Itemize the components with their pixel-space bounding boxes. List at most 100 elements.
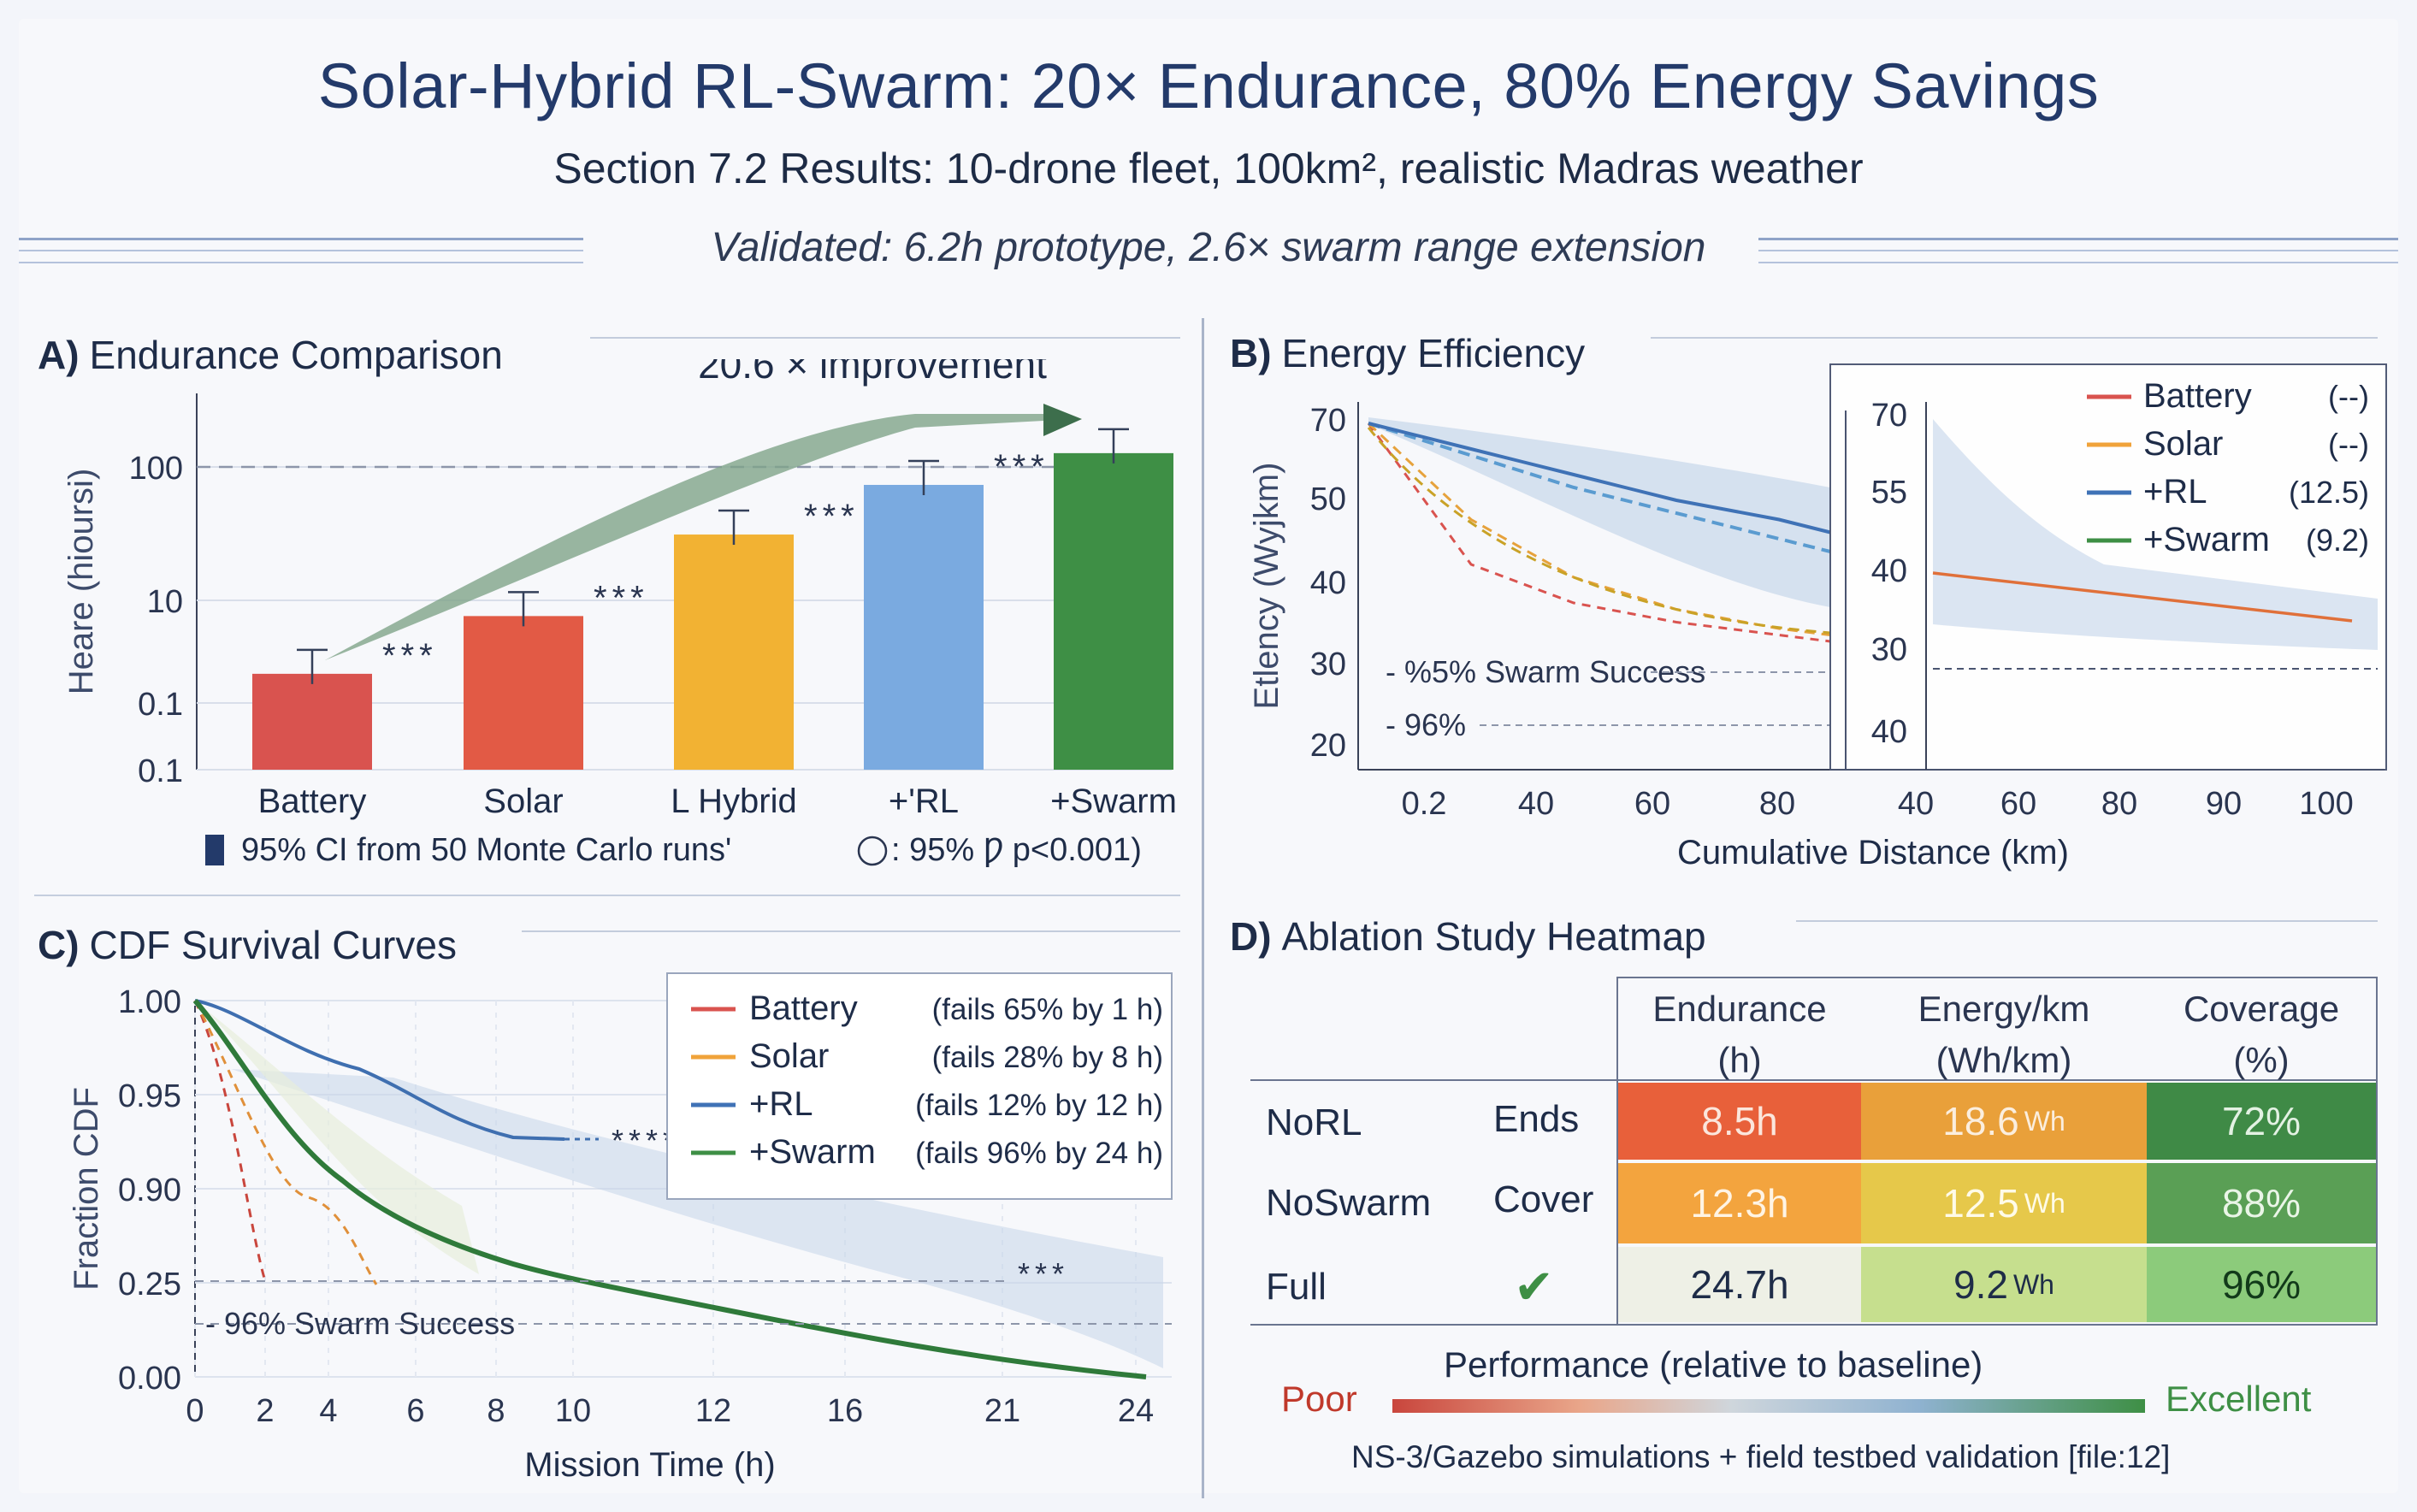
- panel-c-legend-box: [666, 972, 1173, 1200]
- heatmap-cell: 18.6 Wh: [1861, 1083, 2147, 1160]
- heatmap-row-label: NoSwarm: [1266, 1182, 1432, 1224]
- heatmap-cell-unit: Wh: [2012, 1268, 2054, 1300]
- panel-c-battery-curve: [193, 1000, 267, 1282]
- heatmap-row-sublabel: Ends: [1493, 1098, 1580, 1140]
- panel-d-title-text: Ablation Study Heatmap: [1281, 914, 1706, 959]
- panel-c-legend-label: +RL: [749, 1085, 813, 1123]
- panel-c-x-tick-label: 4: [319, 1393, 337, 1429]
- panel-a-bar: [252, 673, 372, 770]
- heatmap-cell-unit: Wh: [2024, 1187, 2065, 1219]
- panel-b-left-x-tick-label: 80: [1759, 786, 1795, 822]
- heatmap-row-sublabel: Cover: [1493, 1178, 1594, 1220]
- panel-b-left-x-tick-label: 40: [1518, 786, 1554, 822]
- panel-b-right-y-tick-label: 55: [1871, 475, 1907, 511]
- heatmap-cell: 12.5 Wh: [1861, 1163, 2147, 1243]
- panel-a-bar: [864, 484, 984, 770]
- heatmap-column-header: Coverage: [2183, 989, 2340, 1029]
- panel-a-improvement-label: 20.6 × improvement: [698, 359, 1047, 387]
- panel-a-significance-marker: ***: [382, 637, 438, 675]
- panel-a-category-label: Battery: [258, 783, 367, 820]
- panel-a-significance-marker: ***: [994, 448, 1049, 486]
- panel-b-percent-note: - 96%: [1386, 707, 1466, 742]
- panel-b-left-x-tick-label: 0.2: [1402, 786, 1447, 822]
- panel-c-x-tick-label: 12: [695, 1393, 731, 1429]
- panel-b-legend-label: +RL: [2143, 473, 2207, 511]
- panel-a-bar: [1054, 452, 1173, 770]
- panel-b-legend-value: (9.2): [2306, 523, 2369, 558]
- panel-c-rule: [522, 930, 1180, 932]
- performance-scale-title: Performance (relative to baseline): [1444, 1344, 1983, 1385]
- panel-a-chart: 100 10 0.1 0.1 Heare (hioursi) 20.6 × improve…: [62, 359, 1177, 868]
- panel-b-legend-label: Battery: [2143, 377, 2252, 415]
- panel-b-left-y-tick-label: 20: [1310, 728, 1346, 764]
- heatmap-column-header: Energy/km: [1918, 989, 2090, 1029]
- panel-b-legend-label: +Swarm: [2143, 521, 2270, 558]
- heatmap-cell: 24.7h: [1618, 1247, 1861, 1322]
- panel-a-p-note: : 95% Ƿ p<0.001): [891, 832, 1142, 868]
- panel-c-x-tick-label: 21: [984, 1393, 1020, 1429]
- panel-c-x-tick-label: 6: [406, 1393, 424, 1429]
- panel-c-legend-note: (fails 65% by 1 h): [932, 993, 1163, 1026]
- panel-a-y-tick-label: 10: [147, 584, 183, 620]
- panel-b-left-y-tick-label: 70: [1310, 403, 1346, 439]
- panel-c-swarm-curve: [192, 999, 1147, 1379]
- panel-divider-horizontal: [34, 895, 1180, 896]
- heatmap-cell: 12.3h: [1618, 1163, 1861, 1243]
- panel-b-series-line: [1368, 422, 1831, 553]
- panel-d-rule: [1796, 920, 2378, 922]
- panel-c-legend-label: Battery: [749, 989, 858, 1027]
- validation-note: Validated: 6.2h prototype, 2.6× swarm ra…: [711, 225, 1706, 270]
- heatmap-row-label: Full: [1266, 1266, 1327, 1308]
- panel-b-confidence-band: [1368, 417, 1830, 607]
- panel-b-legend-value: (12.5): [2289, 475, 2369, 510]
- panel-b-rule: [1651, 337, 2378, 339]
- figure-title: Solar-Hybrid RL-Swarm: 20× Endurance, 80…: [317, 50, 2100, 121]
- panel-b-series-line: [1367, 422, 1831, 643]
- heatmap-left-border: [1616, 977, 1618, 1326]
- heatmap-header-border: [1250, 1079, 2378, 1081]
- panel-c-chart: 1.000.950.900.250.000 2 4 6 8 10 12 16 21 24Fract…: [68, 972, 1173, 1484]
- heatmap-column-unit: (%): [2233, 1040, 2290, 1080]
- panel-a-rule: [590, 337, 1180, 339]
- panel-a-ci-note: 95% CI from 50 Monte Carlo runs': [241, 832, 731, 868]
- header-rule-left-2: [19, 250, 583, 251]
- panel-b-right-y-tick-label: 70: [1871, 398, 1907, 434]
- panel-b-series-line: [1368, 422, 1831, 535]
- panel-c-x-tick-label: 8: [487, 1393, 505, 1429]
- panel-c-x-tick-label: 2: [256, 1393, 274, 1429]
- panel-b-right-x-tick-label: 40: [1898, 786, 1934, 822]
- panel-b-left-y-tick-label: 40: [1310, 565, 1346, 601]
- heatmap-cell: 96%: [2147, 1247, 2376, 1322]
- header-rule-right: [1758, 238, 2398, 240]
- panel-b-label: B): [1230, 331, 1272, 375]
- panel-d-title: D) Ablation Study Heatmap: [1230, 913, 1706, 960]
- panel-b-left-y-tick-label: 50: [1310, 481, 1346, 517]
- panel-c-legend-note: (fails 12% by 12 h): [915, 1089, 1163, 1122]
- heatmap-column-unit: (h): [1717, 1040, 1762, 1080]
- panel-c-label: C): [38, 923, 80, 967]
- panel-a-significance-marker: ***: [804, 498, 860, 535]
- panel-b-right-x-tick-label: 80: [2101, 786, 2137, 822]
- panel-c-x-tick-label: 10: [555, 1393, 591, 1429]
- panel-b-inset-line: [1932, 571, 2353, 623]
- panel-b-x-label: Cumulative Distance (km): [1677, 834, 2069, 871]
- panel-c-y-tick-label: 0.25: [118, 1267, 181, 1302]
- panel-c-legend-note: (fails 96% by 24 h): [915, 1137, 1163, 1170]
- heatmap-cell-value: 12.5: [1942, 1181, 2019, 1226]
- panel-c-swarm-significance: ***: [1018, 1256, 1069, 1291]
- header-rule-left-3: [19, 262, 583, 263]
- performance-scale-high: Excellent: [2166, 1379, 2312, 1419]
- panel-c-y-tick-label: 1.00: [118, 984, 181, 1020]
- panel-c-solar-curve: [193, 1000, 378, 1285]
- panel-c-rl-significance: ****: [612, 1123, 680, 1158]
- panel-a-significance-marker: ***: [594, 579, 649, 617]
- heatmap-cell-value: 8.5h: [1701, 1099, 1778, 1143]
- panel-c-x-tick-label: 24: [1118, 1393, 1154, 1429]
- header-rule-left: [19, 238, 583, 240]
- panel-c-y-tick-label: 0.90: [118, 1172, 181, 1208]
- panel-c-y-label: Fraction CDF: [68, 1087, 105, 1291]
- heatmap-cell-value: 96%: [2221, 1262, 2302, 1307]
- heatmap-cell-value: 72%: [2221, 1099, 2302, 1143]
- heatmap-cell-value: 88%: [2221, 1181, 2302, 1226]
